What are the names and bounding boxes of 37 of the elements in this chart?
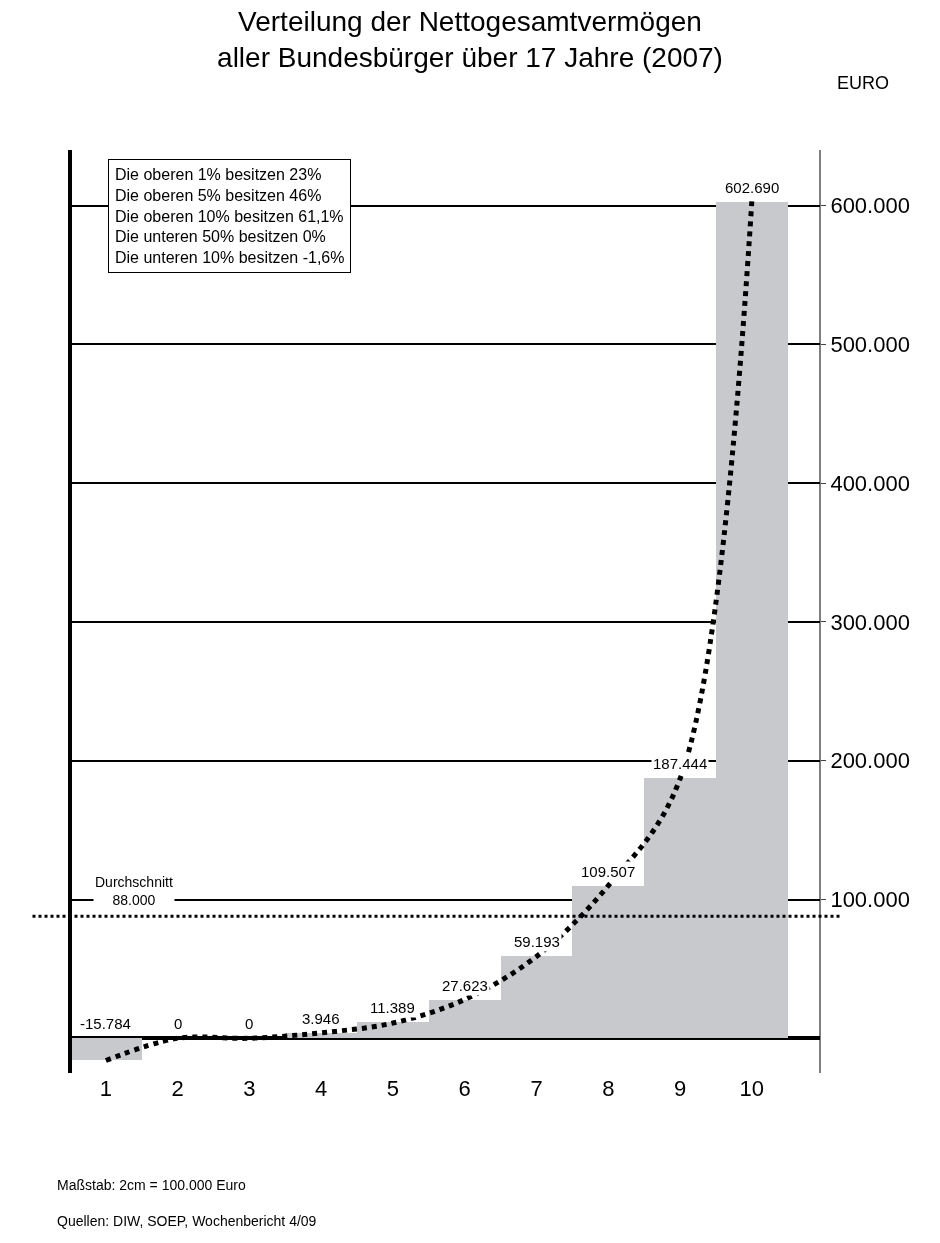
chart-title: Verteilung der Nettogesamtvermögen aller Bundesbürger über 17 Jahre (2007)	[217, 6, 723, 74]
data-label: 0	[174, 1015, 183, 1032]
data-label: 187.444	[653, 755, 708, 772]
data-label: -15.784	[80, 1015, 131, 1032]
x-tick-label: 2	[171, 1076, 184, 1101]
data-label: 59.193	[514, 933, 560, 950]
annotation: Die unteren 10% besitzen -1,6%	[115, 249, 345, 267]
annotation: Die oberen 1% besitzen 23%	[115, 166, 322, 183]
data-label: 3.946	[302, 1010, 340, 1027]
annotation: Die oberen 10% besitzen 61,1%	[115, 207, 344, 225]
ref-line-label: Durchschnitt 88.000	[95, 874, 173, 909]
y-tick-label: 200.000	[830, 748, 910, 774]
text: Maßstab: 2cm = 100.000 Euro	[57, 1177, 246, 1193]
annotation: Die oberen 5% besitzen 46%	[115, 186, 322, 204]
x-tick-label: 10	[739, 1076, 765, 1101]
y-tick-label: 500.000	[830, 332, 910, 358]
x-tick-label: 5	[386, 1076, 400, 1101]
data-label: 11.389	[370, 999, 415, 1016]
x-tick-label: 1	[99, 1076, 113, 1101]
x-tick-label: 9	[673, 1076, 687, 1101]
data-label: 109.507	[581, 863, 636, 880]
x-tick-label: 3	[243, 1076, 256, 1101]
x-tick-label: 6	[458, 1076, 471, 1101]
data-label: 27.623	[442, 977, 488, 994]
y-tick-label: 400.000	[830, 470, 910, 496]
x-tick-label: 7	[530, 1076, 543, 1101]
source-note: Quellen: DIW, SOEP, Wochenbericht 4/09	[57, 1213, 317, 1229]
y-tick-label: 100.000	[830, 887, 910, 913]
x-tick-label: 8	[602, 1076, 615, 1101]
y-tick-label: 300.000	[830, 609, 910, 635]
data-label: 0	[245, 1015, 254, 1032]
annotation: Die unteren 50% besitzen 0%	[115, 228, 326, 246]
data-label: 602.690	[725, 179, 780, 196]
y-tick-label: 600.000	[830, 193, 910, 219]
y-axis-title: EURO	[837, 73, 890, 93]
x-tick-label: 4	[315, 1076, 328, 1101]
bar	[70, 1038, 142, 1060]
